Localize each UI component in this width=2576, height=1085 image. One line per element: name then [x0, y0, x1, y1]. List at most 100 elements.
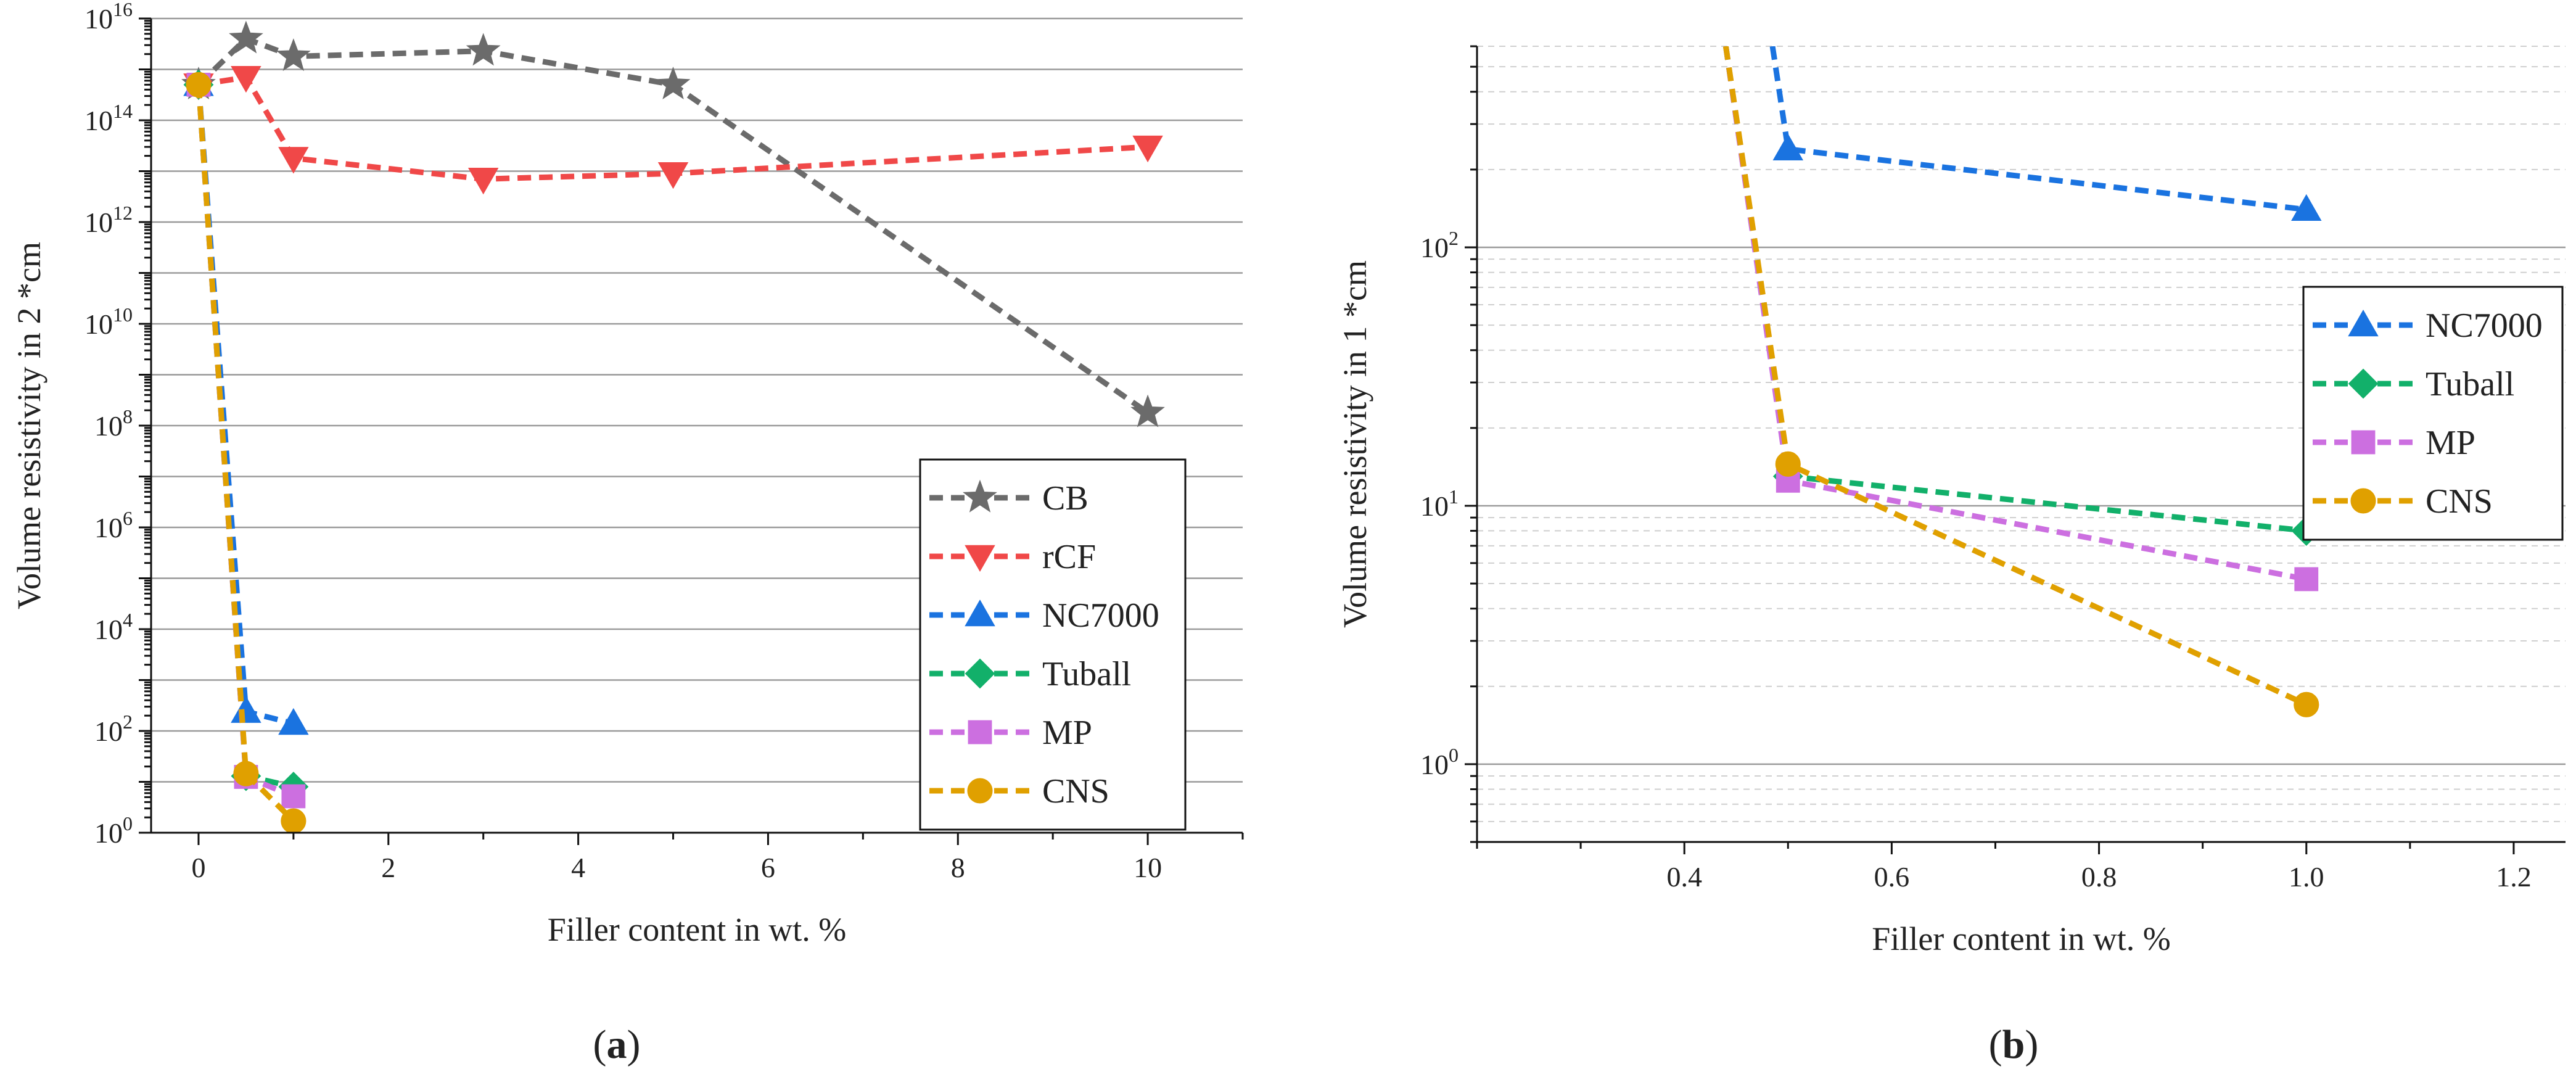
x-tick-label: 8	[951, 852, 965, 883]
legend-swatch-marker	[2350, 488, 2376, 514]
y-axis-label-b: Volume resistivity in 1 *cm	[1336, 260, 1373, 628]
x-tick-label: 0.4	[1666, 861, 1702, 893]
legend-label: Tuball	[2426, 365, 2514, 403]
x-axis-label-b: Filler content in wt. %	[1872, 920, 2170, 957]
data-point	[2294, 691, 2319, 717]
y-tick-label: 1010	[84, 303, 133, 340]
legend-swatch-marker	[963, 479, 997, 513]
data-point	[231, 66, 261, 93]
legend-box	[2302, 286, 2564, 541]
legend-label: CNS	[1042, 772, 1109, 811]
y-axis-label-a: Volume resistivity in 2 *cm	[10, 242, 47, 609]
legend-label: CB	[1042, 479, 1088, 518]
series-line	[1722, 46, 2307, 534]
data-point	[278, 147, 309, 174]
x-tick-label: 10	[1134, 852, 1162, 883]
y-tick-label: 108	[94, 405, 133, 442]
series-CNS	[1722, 46, 2319, 717]
legend-item: NC7000	[2313, 307, 2543, 345]
legend-swatch-marker	[2351, 430, 2376, 455]
series-lines-b	[1722, 46, 2322, 717]
legend-item: MP	[2313, 424, 2475, 462]
series-Tuball	[1722, 46, 2322, 546]
data-point	[281, 784, 306, 809]
chart-panel-a: 0 2 4 6 8 10 100 102 104 106 108 1010 1012 1014 1016 F…	[10, 0, 1244, 1067]
series-line	[1722, 46, 2308, 708]
legend-label: MP	[1042, 714, 1092, 752]
series-lines-a	[181, 20, 1165, 833]
y-tick-label: 101	[1420, 485, 1459, 522]
y-tick-label: 1016	[84, 0, 133, 35]
legend-label: NC7000	[2426, 307, 2543, 345]
panel-label-a: (a)	[593, 1022, 641, 1067]
tick-labels-a: 0 2 4 6 8 10 100 102 104 106 108 1010 1012 1014 1016	[84, 0, 1162, 883]
series-line	[1722, 46, 2307, 582]
legend-item: Tuball	[2313, 365, 2514, 403]
x-tick-label: 6	[761, 852, 775, 883]
data-point	[2291, 194, 2322, 221]
data-point	[2294, 567, 2319, 592]
legend-label: rCF	[1042, 538, 1096, 576]
legend-label: MP	[2426, 424, 2475, 462]
legend-swatch-marker	[965, 599, 995, 627]
legend-label: Tuball	[1042, 655, 1131, 693]
series-line	[195, 84, 294, 727]
chart-panel-b: 0.4 0.6 0.8 1.0 1.2 100 101 102 Filler content …	[1336, 45, 2566, 1067]
series-MP	[1722, 46, 2319, 592]
tick-labels-b: 0.4 0.6 0.8 1.0 1.2 100 101 102	[1420, 227, 2532, 893]
legend-item: rCF	[929, 538, 1096, 576]
data-point	[466, 33, 501, 66]
y-tick-label: 106	[94, 507, 133, 543]
data-point	[467, 168, 499, 195]
data-point	[276, 38, 311, 72]
axes-b	[1465, 45, 2566, 854]
data-point	[657, 162, 689, 189]
legend-label: CNS	[2426, 482, 2493, 521]
x-tick-label: 0.6	[1874, 861, 1910, 893]
y-tick-label: 102	[1420, 227, 1459, 263]
data-point	[1132, 135, 1163, 163]
axes-a	[139, 17, 1244, 845]
x-tick-label: 1.2	[2496, 861, 2532, 893]
y-tick-label: 104	[94, 609, 133, 645]
x-tick-label: 1.0	[2289, 861, 2324, 893]
series-line	[195, 84, 294, 790]
data-point	[233, 761, 259, 786]
legend-label: NC7000	[1042, 596, 1159, 635]
y-tick-label: 1012	[84, 202, 133, 238]
series-NC7000	[183, 69, 309, 735]
x-tick-label: 0.8	[2081, 861, 2117, 893]
series-line	[195, 84, 296, 823]
legend-item: NC7000	[929, 596, 1159, 635]
data-point	[186, 72, 212, 97]
series-line	[196, 36, 1150, 415]
x-tick-label: 2	[381, 852, 395, 883]
legend-item: CNS	[2313, 482, 2493, 521]
legend-item: Tuball	[929, 655, 1131, 693]
x-tick-label: 4	[571, 852, 585, 883]
series-CNS	[186, 72, 307, 833]
data-point	[656, 67, 691, 100]
data-point	[1772, 133, 1804, 160]
y-tick-label: 102	[94, 711, 133, 747]
legend-swatch-marker	[965, 658, 995, 689]
y-tick-label: 100	[1420, 744, 1459, 780]
x-axis-label-a: Filler content in wt. %	[548, 911, 846, 948]
series-CB	[181, 20, 1165, 427]
x-tick-label: 0	[191, 852, 205, 883]
legend-item: CNS	[929, 772, 1109, 811]
panel-label-b: (b)	[1989, 1022, 2039, 1067]
legend-swatch-marker	[968, 720, 992, 745]
legend-item: CB	[929, 479, 1088, 518]
legend-b: NC7000 Tuball MP CNS	[2302, 286, 2564, 541]
legend-item: MP	[929, 714, 1092, 752]
series-NC7000	[1769, 46, 2322, 221]
legend-a: CB rCF NC7000 Tuball MP CNS	[919, 458, 1187, 831]
data-point	[1775, 451, 1801, 477]
legend-box	[919, 458, 1187, 831]
data-point	[278, 708, 309, 735]
y-tick-label: 100	[94, 812, 133, 849]
data-point	[229, 20, 263, 54]
series-line	[1769, 46, 2307, 213]
